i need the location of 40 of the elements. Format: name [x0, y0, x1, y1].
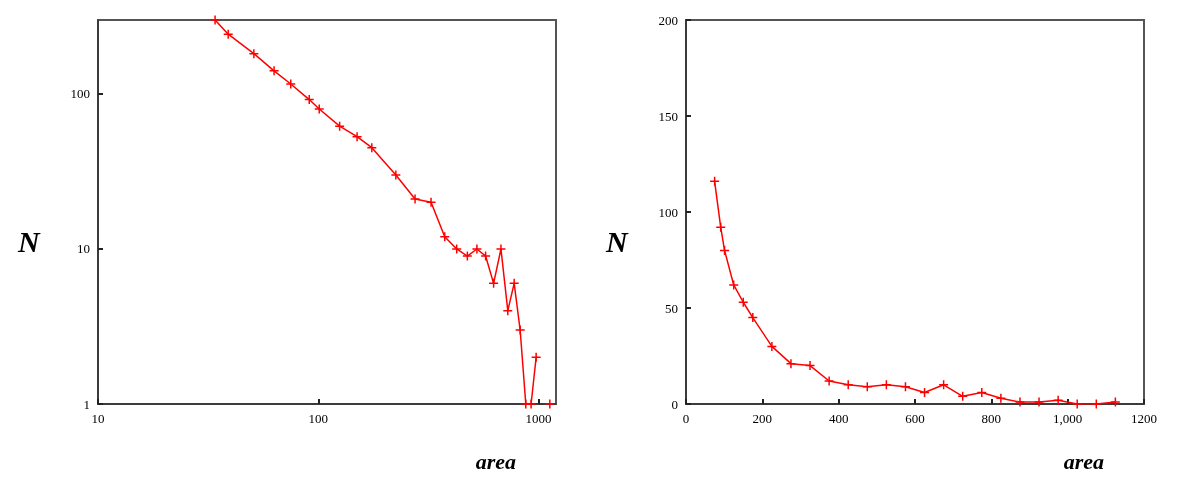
point [1071, 398, 1083, 410]
point [995, 392, 1007, 404]
x-axis-title: area [1063, 448, 1104, 474]
point [1033, 396, 1045, 408]
point [804, 360, 816, 371]
x-tick-label: 600 [905, 411, 925, 426]
point [766, 341, 778, 352]
y-tick-label: 200 [658, 12, 678, 28]
y-tick-label: 1 [83, 396, 90, 412]
point [1014, 396, 1026, 408]
point [1091, 398, 1102, 410]
x-tick-label: 200 [752, 411, 773, 426]
x-tick-label: 800 [981, 411, 1002, 426]
y-axis-title: N [17, 224, 41, 258]
y-tick-label: 150 [658, 108, 678, 124]
point [938, 379, 949, 391]
y-tick-label: 10 [77, 241, 90, 257]
x-axis-title: area [475, 448, 516, 474]
point [823, 375, 835, 387]
x-tick-label: 100 [308, 411, 329, 426]
x-tick-label: 400 [828, 411, 849, 426]
point [1110, 396, 1121, 408]
y-tick-label: 50 [665, 300, 678, 316]
point [747, 312, 759, 323]
y-tick-label: 100 [658, 204, 678, 220]
point [842, 379, 854, 391]
point [881, 379, 892, 391]
point [1052, 394, 1064, 406]
point [976, 387, 988, 398]
y-axis-title: N [605, 224, 629, 258]
x-tick-label: 1000 [525, 411, 552, 426]
x-tick-label: 1,000 [1053, 411, 1083, 426]
x-tick-label: 10 [91, 411, 105, 426]
x-tick-label: 1200 [1131, 411, 1157, 426]
point [738, 296, 749, 308]
x-tick-label: 0 [682, 411, 690, 426]
y-tick-label: 100 [70, 86, 90, 102]
y-tick-label: 0 [671, 396, 678, 412]
point [728, 279, 739, 291]
point [785, 358, 797, 369]
